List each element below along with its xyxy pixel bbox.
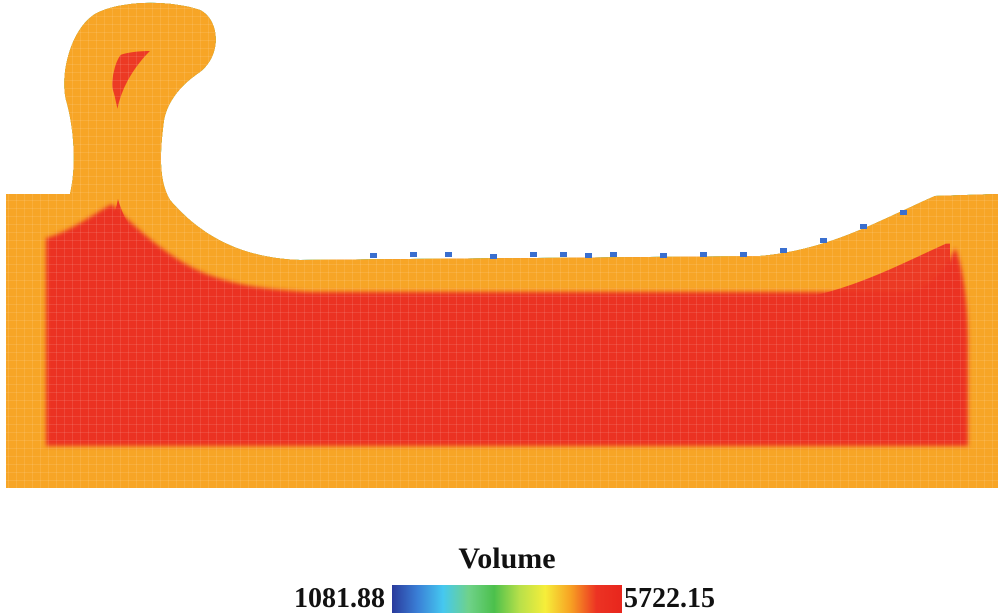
colorbar-rect	[392, 585, 622, 613]
surface-particle	[560, 252, 567, 257]
fluid-shells	[6, 2, 998, 489]
particle-texture	[6, 2, 998, 489]
surface-particle	[530, 252, 537, 257]
colorbar-title: Volume	[458, 542, 556, 575]
colorbar	[392, 585, 622, 613]
surface-particle	[660, 253, 667, 258]
surface-particle	[780, 248, 787, 253]
surface-particle	[820, 238, 827, 243]
colorbar-min-label: 1081.88	[294, 583, 385, 614]
fluid-particle-field	[6, 2, 998, 489]
surface-particle	[445, 252, 452, 257]
surface-particle	[490, 254, 497, 259]
surface-particle	[585, 253, 592, 258]
surface-particle	[900, 210, 907, 215]
surface-particle	[700, 252, 707, 257]
surface-particle	[370, 253, 377, 258]
colorbar-max-label: 5722.15	[624, 583, 715, 614]
surface-particle	[740, 252, 747, 257]
surface-particle	[860, 224, 867, 229]
surface-particle	[610, 252, 617, 257]
surface-particle	[410, 252, 417, 257]
